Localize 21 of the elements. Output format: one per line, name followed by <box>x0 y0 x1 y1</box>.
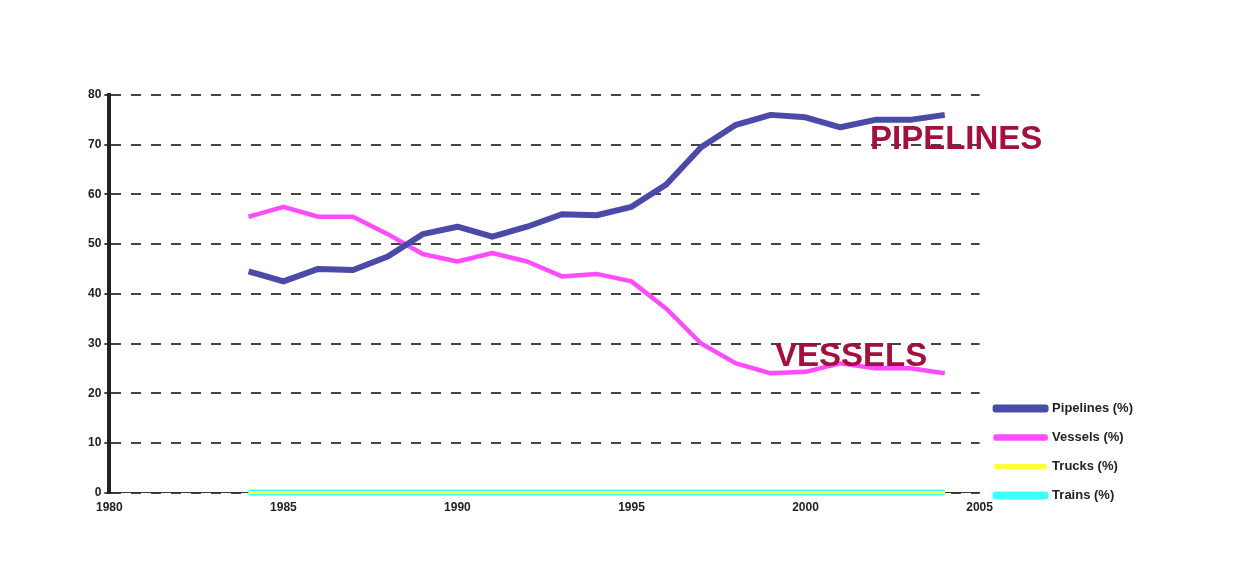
annotation: VESSELS <box>775 336 928 374</box>
y-tick-label: 20 <box>87 385 102 400</box>
x-tick-label: 1980 <box>96 500 124 515</box>
y-tick-label: 80 <box>87 87 102 102</box>
x-tick-label: 1995 <box>618 500 646 515</box>
x-tick-label: 1985 <box>270 500 298 515</box>
y-tick-label: 70 <box>87 137 102 152</box>
y-tick-label: 60 <box>87 186 102 201</box>
legend-label: Pipelines (%) <box>1052 400 1134 416</box>
x-tick-label: 2000 <box>792 500 820 515</box>
legend-label: Vessels (%) <box>1052 429 1124 445</box>
x-tick-label: 2005 <box>966 500 994 515</box>
y-tick-label: 50 <box>87 236 102 251</box>
annotation: PIPELINES <box>870 119 1043 157</box>
y-tick-label: 30 <box>87 335 102 350</box>
y-tick-label: 10 <box>87 435 102 450</box>
legend-label: Trains (%) <box>1052 487 1115 503</box>
y-tick-label: 40 <box>87 286 102 301</box>
x-tick-label: 1990 <box>444 500 472 515</box>
legend-label: Trucks (%) <box>1052 458 1118 474</box>
y-tick-label: 0 <box>94 484 102 499</box>
